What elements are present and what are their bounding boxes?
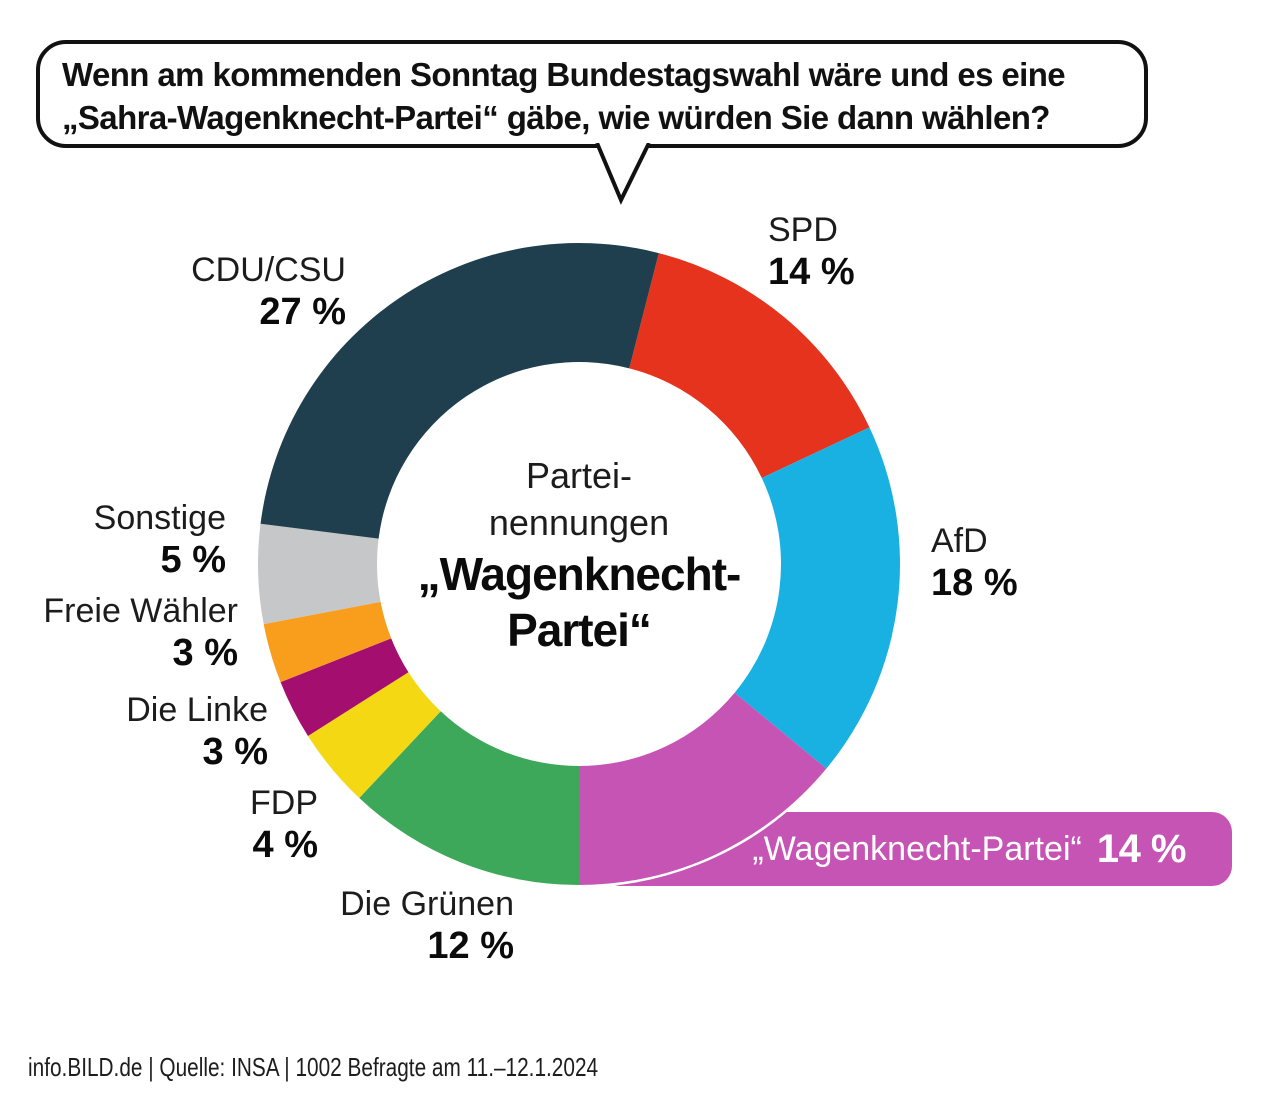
center-label-bold-line-1: „Wagenknecht- xyxy=(417,548,742,600)
center-label-line-1: Partei- xyxy=(525,455,633,496)
segment-value: 18 % xyxy=(931,562,1018,604)
question-bubble: Wenn am kommenden Sonntag Bundestagswahl… xyxy=(36,40,1148,148)
segment-value: 4 % xyxy=(252,824,318,866)
segment-value: 5 % xyxy=(160,539,226,581)
segment-die-linke xyxy=(280,638,409,736)
chart-center-label: Partei- nennungen „Wagenknecht- Partei“ xyxy=(379,452,779,658)
label-afd: AfD 18 % xyxy=(931,521,1018,605)
segment-name: FDP xyxy=(250,784,318,822)
banner-party-value: 14 % xyxy=(1096,826,1187,871)
banner-party-name: „Wagenknecht-Partei“ xyxy=(752,829,1082,868)
segment-value: 3 % xyxy=(172,632,238,674)
segment-freie-waehler xyxy=(263,601,392,683)
wagenknecht-banner-label: „Wagenknecht-Partei“ 14 % xyxy=(700,812,1212,886)
segment-name: Freie Wähler xyxy=(43,592,238,630)
question-line-2: „Sahra-Wagenknecht-Partei“ gäbe, wie wür… xyxy=(62,99,1050,136)
segment-name: Die Grünen xyxy=(340,885,514,923)
segment-spd xyxy=(629,253,870,478)
label-fdp: FDP 4 % xyxy=(250,783,318,867)
segment-name: Sonstige xyxy=(93,499,226,537)
segment-cdu-csu xyxy=(260,242,659,539)
segment-die-gruenen xyxy=(359,711,579,885)
donut-segments xyxy=(258,242,900,885)
bubble-tail-shape xyxy=(595,143,651,205)
question-line-1: Wenn am kommenden Sonntag Bundestagswahl… xyxy=(62,56,1066,93)
segment-sonstige xyxy=(258,523,381,625)
segment-name: Die Linke xyxy=(126,691,268,729)
segment-value: 14 % xyxy=(768,251,855,293)
label-cdu-csu: CDU/CSU 27 % xyxy=(191,250,346,334)
segment-fdp xyxy=(307,672,441,798)
question-bubble-tail-icon xyxy=(595,143,651,205)
label-spd: SPD 14 % xyxy=(768,210,855,294)
label-die-linke: Die Linke 3 % xyxy=(126,690,268,774)
label-die-gruenen: Die Grünen 12 % xyxy=(340,884,514,968)
label-freie-waehler: Freie Wähler 3 % xyxy=(43,591,238,675)
center-label-bold-line-2: Partei“ xyxy=(507,604,652,656)
segment-name: SPD xyxy=(768,211,838,249)
segment-wagenknecht-partei xyxy=(579,692,827,885)
segment-name: CDU/CSU xyxy=(191,251,346,289)
label-sonstige: Sonstige 5 % xyxy=(94,498,226,582)
segment-afd xyxy=(734,427,900,769)
center-label-line-2: nennungen xyxy=(488,502,670,543)
source-footer: info.BILD.de | Quelle: INSA | 1002 Befra… xyxy=(28,1052,599,1082)
segment-name: AfD xyxy=(931,522,988,560)
segment-value: 27 % xyxy=(259,291,346,333)
segment-value: 12 % xyxy=(427,925,514,967)
segment-value: 3 % xyxy=(202,731,268,773)
